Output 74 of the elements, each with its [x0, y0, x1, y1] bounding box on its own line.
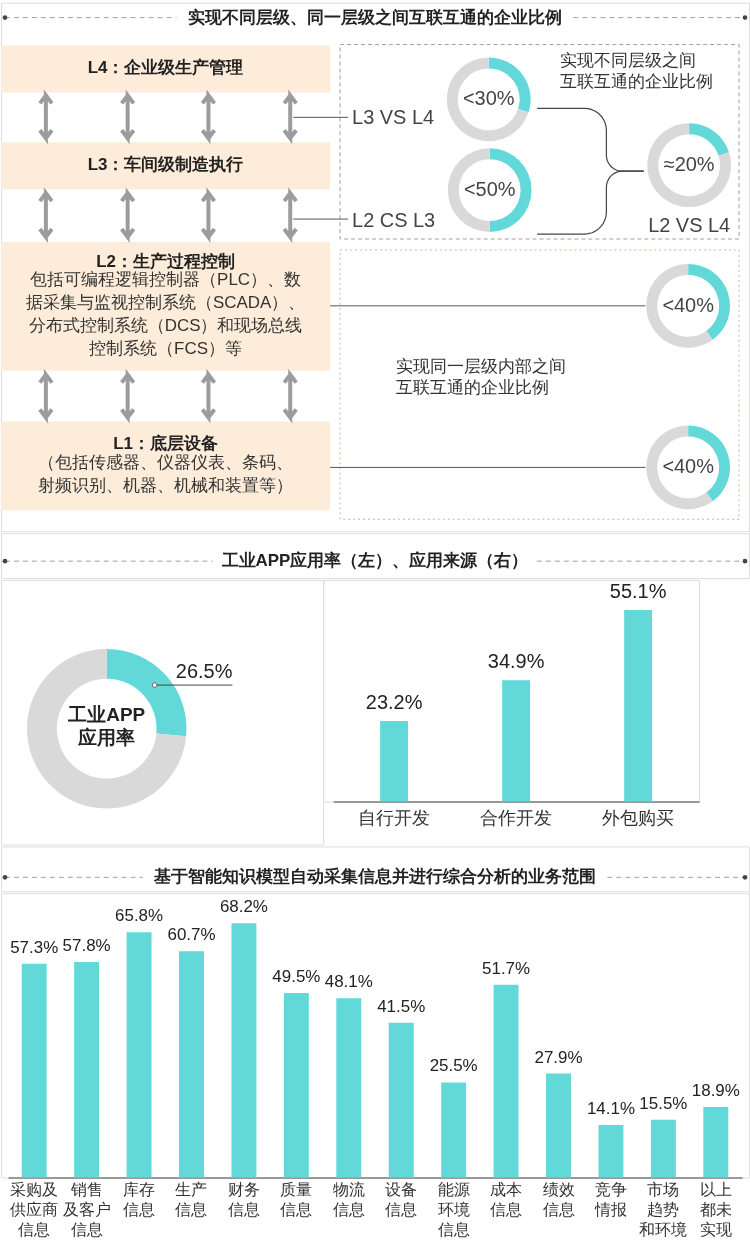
x-tick-label: 质量信息 — [280, 1180, 313, 1218]
x-tick-label: 自行开发 — [358, 807, 431, 828]
text: L1：底层设备 — [113, 434, 218, 454]
x-tick-label: 财务信息 — [227, 1180, 260, 1218]
bar — [283, 992, 309, 1178]
text: L2：生产过程控制 — [96, 251, 235, 271]
data-label: 51.7% — [482, 958, 531, 978]
donut-slice — [647, 123, 731, 208]
data-label: <40% — [662, 455, 715, 478]
data-label: 23.2% — [365, 690, 423, 713]
x-tick-label: 采购及供应商信息 — [10, 1180, 59, 1238]
bar — [74, 961, 100, 1178]
bar — [388, 1022, 414, 1178]
bar — [336, 998, 362, 1178]
data-label: 15.5% — [639, 1093, 688, 1113]
bar — [441, 1082, 467, 1178]
text: 工业APP应用率 — [67, 703, 146, 748]
data-label: 18.9% — [691, 1081, 740, 1101]
bar — [650, 1119, 676, 1178]
bar — [493, 984, 519, 1178]
x-tick-label: 绩效信息 — [542, 1180, 575, 1218]
data-label: ≈20% — [663, 153, 715, 176]
bar — [231, 923, 257, 1178]
bar — [546, 1073, 571, 1178]
text: L3：车间级制造执行 — [87, 155, 244, 175]
data-label: 25.5% — [429, 1056, 478, 1076]
x-tick-label: 以上都未实现 — [699, 1180, 732, 1238]
text: 实现不同层级之间互联互通的企业比例 — [559, 51, 713, 92]
data-label: 57.3% — [10, 937, 59, 957]
text: L3 VS L4 — [352, 106, 435, 129]
x-tick-label: 设备信息 — [385, 1180, 418, 1218]
x-tick-label: 市场趋势和环境 — [639, 1180, 688, 1238]
data-label: 49.5% — [272, 966, 321, 986]
donut-slice — [446, 57, 529, 142]
data-label: <50% — [463, 178, 516, 201]
text: L2 CS L3 — [352, 209, 436, 232]
x-tick-label: 竞争情报 — [593, 1180, 627, 1218]
x-tick-label: 合作开发 — [480, 807, 553, 828]
x-tick-label: 生产信息 — [175, 1180, 208, 1218]
data-label: 34.9% — [487, 650, 545, 673]
bar — [126, 932, 152, 1178]
text: L2 VS L4 — [648, 214, 731, 237]
data-label: 57.8% — [62, 936, 111, 955]
x-tick-label: 能源环境信息 — [437, 1180, 470, 1238]
data-label: 68.2% — [219, 897, 268, 917]
data-label: 41.5% — [377, 996, 426, 1016]
text: 实现不同层级、同一层级之间互联互通的企业比例 — [188, 7, 562, 27]
data-label: 60.7% — [167, 925, 216, 945]
text: 实现同一层级内部之间互联互通的企业比例 — [395, 356, 566, 397]
text: （包括传感器、仪器仪表、条码、射频识别、机器、机械和装置等） — [38, 453, 294, 496]
data-label: <40% — [662, 293, 715, 316]
x-tick-label: 外包购买 — [602, 807, 675, 828]
data-label: <30% — [462, 87, 515, 110]
chart-title: 基于智能知识模型自动采集信息并进行综合分析的业务范围 — [153, 867, 596, 887]
data-label: 14.1% — [586, 1098, 635, 1118]
bar — [179, 951, 204, 1178]
x-tick-label: 库存信息 — [123, 1180, 156, 1218]
bar — [703, 1107, 729, 1178]
data-label: 65.8% — [115, 906, 164, 926]
donut-slice — [689, 123, 729, 156]
x-tick-label: 成本信息 — [490, 1180, 523, 1218]
data-label: 27.9% — [534, 1047, 583, 1067]
text: 工业APP应用率（左）、应用来源（右） — [220, 551, 529, 571]
text: L4：企业级生产管理 — [87, 58, 244, 78]
x-tick-label: 销售及客户信息 — [62, 1180, 111, 1238]
x-tick-label: 物流信息 — [332, 1180, 365, 1218]
bar — [598, 1124, 624, 1178]
text: 包括可编程逻辑控制器（PLC）、数据采集与监视控制系统（SCADA）、分布式控制系统（DCS）和现场总线控制系统（FCS）等 — [25, 269, 306, 358]
donut-slice — [646, 263, 713, 348]
bar — [21, 963, 47, 1178]
data-label: 55.1% — [609, 580, 667, 603]
data-label: 26.5% — [175, 660, 233, 683]
donut-slice — [646, 425, 713, 510]
data-label: 48.1% — [324, 972, 373, 992]
